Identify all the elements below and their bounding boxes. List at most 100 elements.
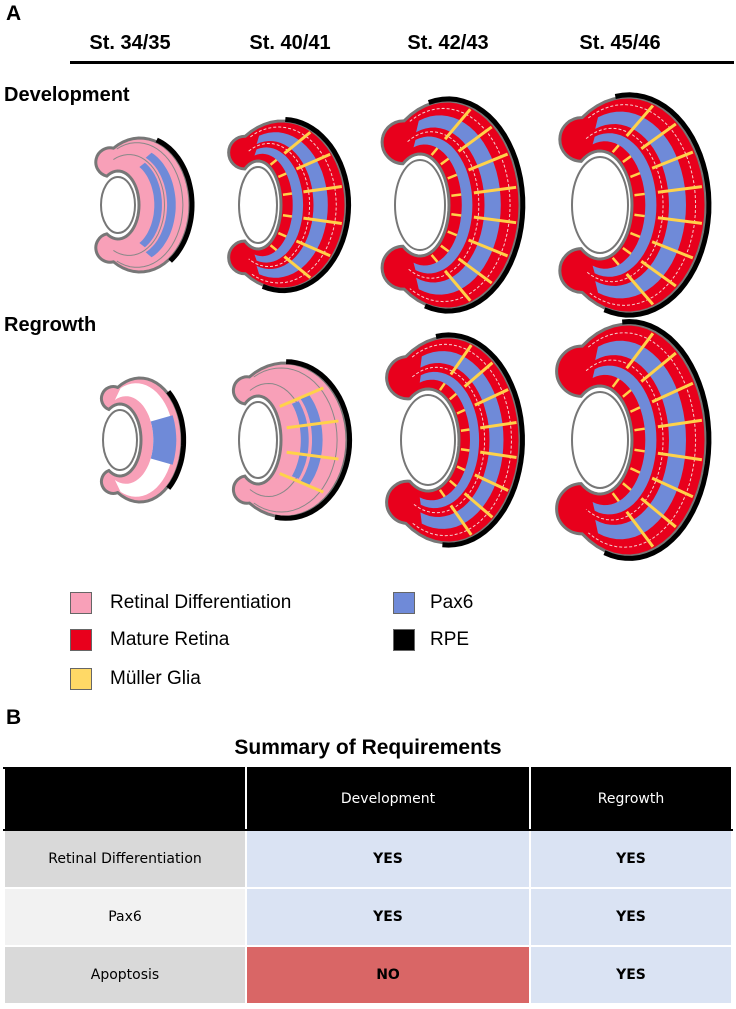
retinal-layer-boundary — [250, 126, 337, 284]
retinal-layer-boundary — [409, 107, 511, 303]
cell-regrowth: YES — [529, 887, 733, 947]
retinal-layer-boundary — [407, 131, 480, 279]
muller-glia-fiber — [448, 479, 458, 488]
muller-glia-fiber — [456, 408, 466, 415]
muller-glia-fiber — [625, 332, 655, 370]
muller-glia-fiber — [473, 215, 517, 225]
muller-glia-fiber — [640, 122, 677, 150]
lens — [238, 401, 278, 479]
muller-glia-fiber — [279, 386, 324, 408]
row-label-regrowth: Regrowth — [4, 314, 97, 336]
rpe-layer — [435, 332, 525, 548]
muller-glia-fiber — [447, 173, 458, 180]
row-label-development: Development — [4, 84, 130, 106]
legend-label: Mature Retina — [110, 629, 230, 650]
legend-item-pax6: Pax6 — [393, 592, 473, 614]
legend-swatch — [70, 668, 92, 690]
legend-item-rpe: RPE — [393, 629, 469, 651]
muller-glia-fiber — [651, 381, 694, 404]
table-header-row: Development Regrowth — [3, 767, 733, 831]
muller-glia-fiber — [438, 382, 446, 391]
muller-glia-fiber — [295, 152, 331, 171]
retinal-layer-boundary — [253, 367, 338, 513]
lens — [571, 156, 629, 254]
muller-glia-fiber — [457, 257, 493, 285]
row-label: Retinal Differentiation — [3, 829, 247, 889]
muller-glia-fiber — [622, 482, 632, 491]
muller-glia-fiber — [611, 492, 620, 502]
legend-swatch — [393, 592, 415, 614]
muller-glia-fiber — [657, 418, 703, 429]
muller-glia-fiber — [611, 144, 620, 154]
eye-tissue-reg-st40 — [233, 363, 347, 517]
header-empty — [3, 767, 247, 831]
muller-glia-fiber — [286, 419, 339, 430]
muller-glia-fiber — [625, 104, 655, 137]
retinal-layer-boundary — [411, 343, 513, 537]
pax6-wedge — [150, 415, 177, 465]
eye-diagrams — [94, 92, 712, 561]
pax6-band — [291, 401, 309, 479]
table-row: Retinal Differentiation YES YES — [3, 829, 733, 889]
rpe-layer — [155, 137, 195, 263]
muller-glia-fiber — [286, 450, 339, 461]
muller-glia-fiber — [629, 171, 641, 179]
muller-glia-fiber — [430, 254, 439, 263]
muller-glia-fiber — [277, 172, 287, 179]
rpe-layer — [274, 359, 353, 521]
muller-glia-fiber — [480, 450, 517, 460]
muller-glia-fiber — [282, 192, 293, 196]
pax6-band — [256, 132, 328, 278]
lens — [571, 391, 629, 489]
muller-glia-fiber — [456, 465, 466, 472]
muller-glia-fiber — [611, 256, 620, 266]
legend-label: Müller Glia — [110, 668, 201, 689]
muller-glia-fiber — [634, 427, 645, 432]
muller-glia-fiber — [611, 378, 620, 388]
muller-glia-fiber — [451, 212, 462, 217]
rpe-layer — [603, 318, 712, 561]
eye-outline — [555, 322, 708, 558]
legend-item-mature-retina: Mature Retina — [70, 629, 229, 651]
stage-header-4: St. 45/46 — [579, 32, 661, 54]
legend-swatch — [393, 629, 415, 651]
table-row: Apoptosis NO YES — [3, 945, 733, 1005]
header-regrowth: Regrowth — [529, 767, 733, 831]
cell-development: YES — [244, 887, 532, 947]
muller-glia-fiber — [657, 451, 703, 462]
muller-glia-fiber — [295, 239, 331, 258]
rpe-layer — [261, 117, 352, 294]
muller-glia-fiber — [651, 240, 694, 260]
header-development: Development — [244, 767, 532, 831]
panel-a-label: A — [6, 2, 22, 25]
cell-development: NO — [244, 945, 532, 1005]
pax6-band — [145, 152, 176, 258]
retinal-layer-boundary — [411, 366, 486, 514]
muller-glia-fiber — [447, 230, 458, 237]
panel-b-label: B — [6, 706, 22, 729]
legend-label: RPE — [430, 629, 470, 650]
muller-glia-fiber — [303, 216, 343, 226]
muller-glia-fiber — [629, 406, 641, 413]
retinal-layer-boundary — [588, 104, 697, 306]
pax6-band — [419, 371, 480, 509]
muller-glia-fiber — [443, 108, 472, 141]
retinal-layer-boundary — [116, 142, 184, 268]
muller-glia-fiber — [629, 467, 641, 474]
pax6-band — [592, 365, 657, 515]
muller-glia-fiber — [634, 213, 645, 218]
stage-header-2: St. 40/41 — [249, 32, 331, 54]
header-rule — [70, 61, 734, 64]
legend-item-muller-glia: Müller Glia — [70, 668, 201, 690]
cell-development: YES — [244, 829, 532, 889]
muller-glia-fiber — [474, 388, 509, 407]
pax6-band — [413, 136, 473, 274]
legend-item-retinal-differentiation: Retinal Differentiation — [70, 592, 291, 614]
pax6-band — [299, 393, 323, 487]
eye-outline — [558, 95, 708, 315]
retinal-layer-boundary — [587, 332, 697, 548]
muller-glia-fiber — [640, 497, 677, 529]
muller-glia-fiber — [634, 448, 645, 453]
retinal-layer-boundary — [248, 142, 311, 268]
